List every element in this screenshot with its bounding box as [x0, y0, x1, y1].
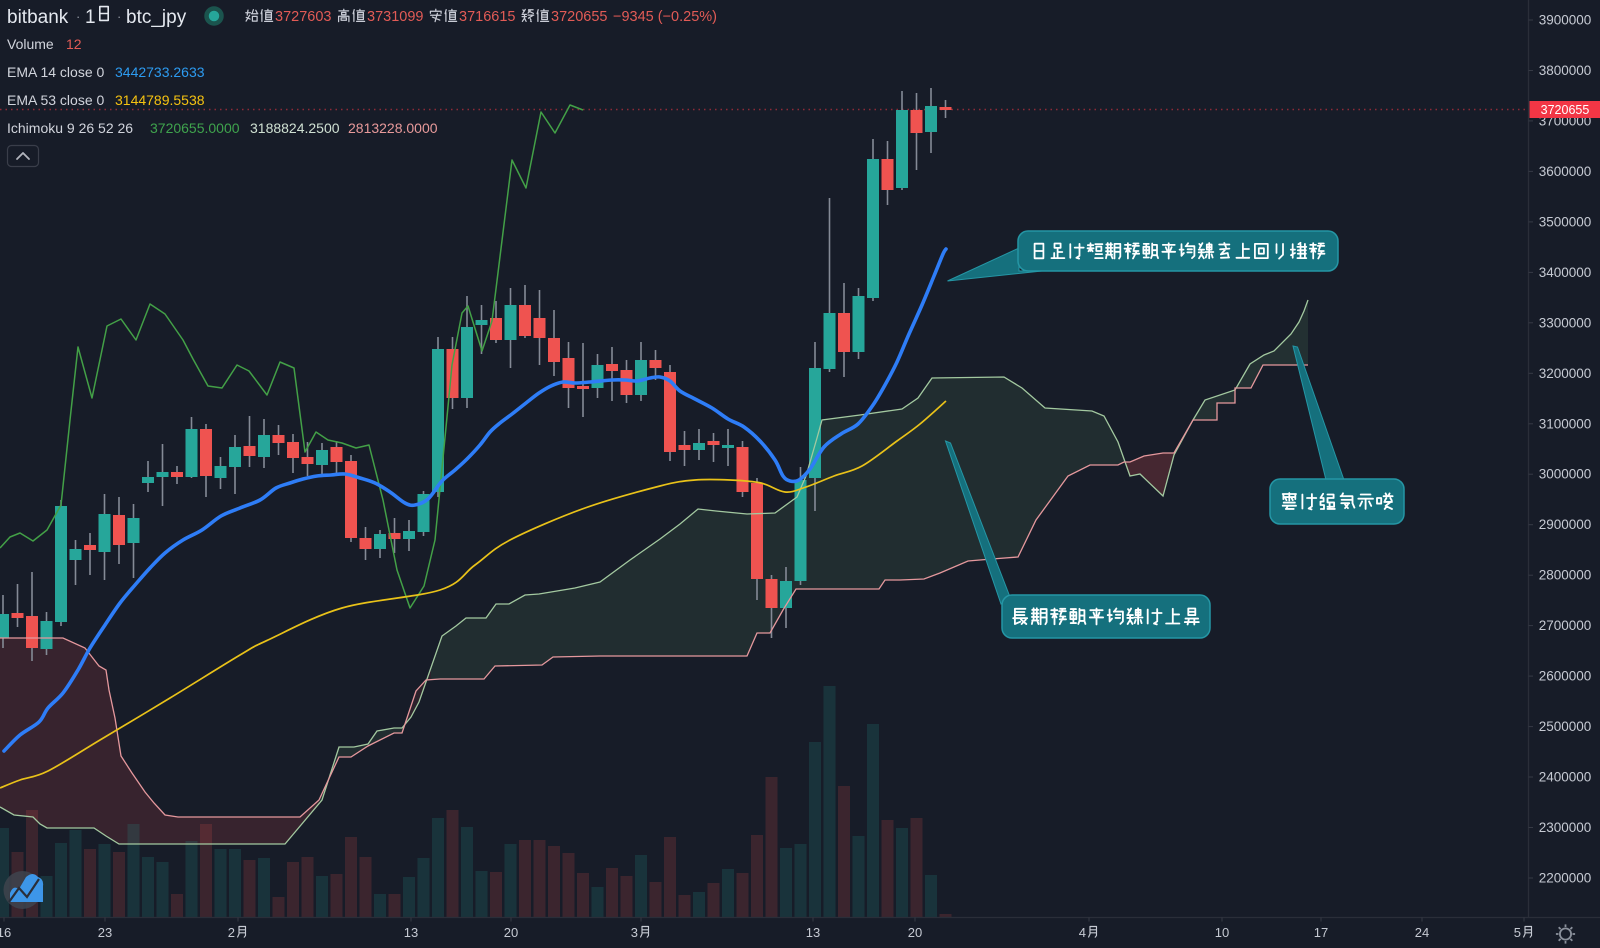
svg-text:2500000: 2500000: [1539, 719, 1592, 734]
svg-text:2300000: 2300000: [1539, 820, 1592, 835]
svg-text:2400000: 2400000: [1539, 770, 1592, 785]
svg-text:13: 13: [404, 925, 418, 940]
svg-text:3442733.2633: 3442733.2633: [115, 64, 205, 80]
svg-text:bitbank: bitbank: [7, 7, 69, 28]
svg-text:3900000: 3900000: [1539, 13, 1592, 28]
svg-text:3727603: 3727603: [275, 9, 331, 25]
svg-text:2800000: 2800000: [1539, 568, 1592, 583]
svg-text:3400000: 3400000: [1539, 265, 1592, 280]
svg-text:3144789.5538: 3144789.5538: [115, 92, 205, 108]
svg-text:3720655: 3720655: [551, 9, 607, 25]
svg-text:3716615: 3716615: [459, 9, 515, 25]
svg-text:Ichimoku 9 26 52 26: Ichimoku 9 26 52 26: [7, 120, 133, 136]
svg-text:·: ·: [117, 9, 121, 24]
svg-text:3500000: 3500000: [1539, 214, 1592, 229]
svg-text:16: 16: [0, 925, 11, 940]
svg-text:2200000: 2200000: [1539, 871, 1592, 886]
svg-text:3731099: 3731099: [367, 9, 423, 25]
svg-text:3720655: 3720655: [1541, 103, 1590, 117]
svg-text:3100000: 3100000: [1539, 416, 1592, 431]
svg-text:3300000: 3300000: [1539, 315, 1592, 330]
svg-text:3800000: 3800000: [1539, 63, 1592, 78]
svg-text:4: 4: [1079, 925, 1086, 940]
svg-text:Volume: Volume: [7, 36, 54, 52]
svg-text:3: 3: [631, 925, 638, 940]
svg-text:3188824.2500: 3188824.2500: [250, 120, 340, 136]
svg-text:13: 13: [806, 925, 820, 940]
svg-text:3000000: 3000000: [1539, 467, 1592, 482]
svg-text:2700000: 2700000: [1539, 618, 1592, 633]
svg-text:btc_jpy: btc_jpy: [126, 7, 187, 28]
svg-text:23: 23: [98, 925, 112, 940]
svg-text:20: 20: [504, 925, 518, 940]
svg-text:−9345 (−0.25%): −9345 (−0.25%): [613, 9, 717, 25]
svg-text:20: 20: [908, 925, 922, 940]
svg-text:12: 12: [66, 36, 82, 52]
svg-text:3600000: 3600000: [1539, 164, 1592, 179]
svg-text:EMA 53 close 0: EMA 53 close 0: [7, 92, 104, 108]
svg-text:EMA 14 close 0: EMA 14 close 0: [7, 64, 104, 80]
svg-text:24: 24: [1415, 925, 1429, 940]
svg-text:2900000: 2900000: [1539, 517, 1592, 532]
svg-text:2600000: 2600000: [1539, 669, 1592, 684]
svg-text:2: 2: [228, 925, 235, 940]
svg-text:3720655.0000: 3720655.0000: [150, 120, 240, 136]
svg-text:3200000: 3200000: [1539, 366, 1592, 381]
svg-text:10: 10: [1215, 925, 1229, 940]
svg-text:1: 1: [85, 7, 96, 28]
svg-text:2813228.0000: 2813228.0000: [348, 120, 438, 136]
svg-text:·: ·: [76, 9, 80, 24]
svg-text:17: 17: [1314, 925, 1328, 940]
svg-text:5: 5: [1514, 925, 1521, 940]
